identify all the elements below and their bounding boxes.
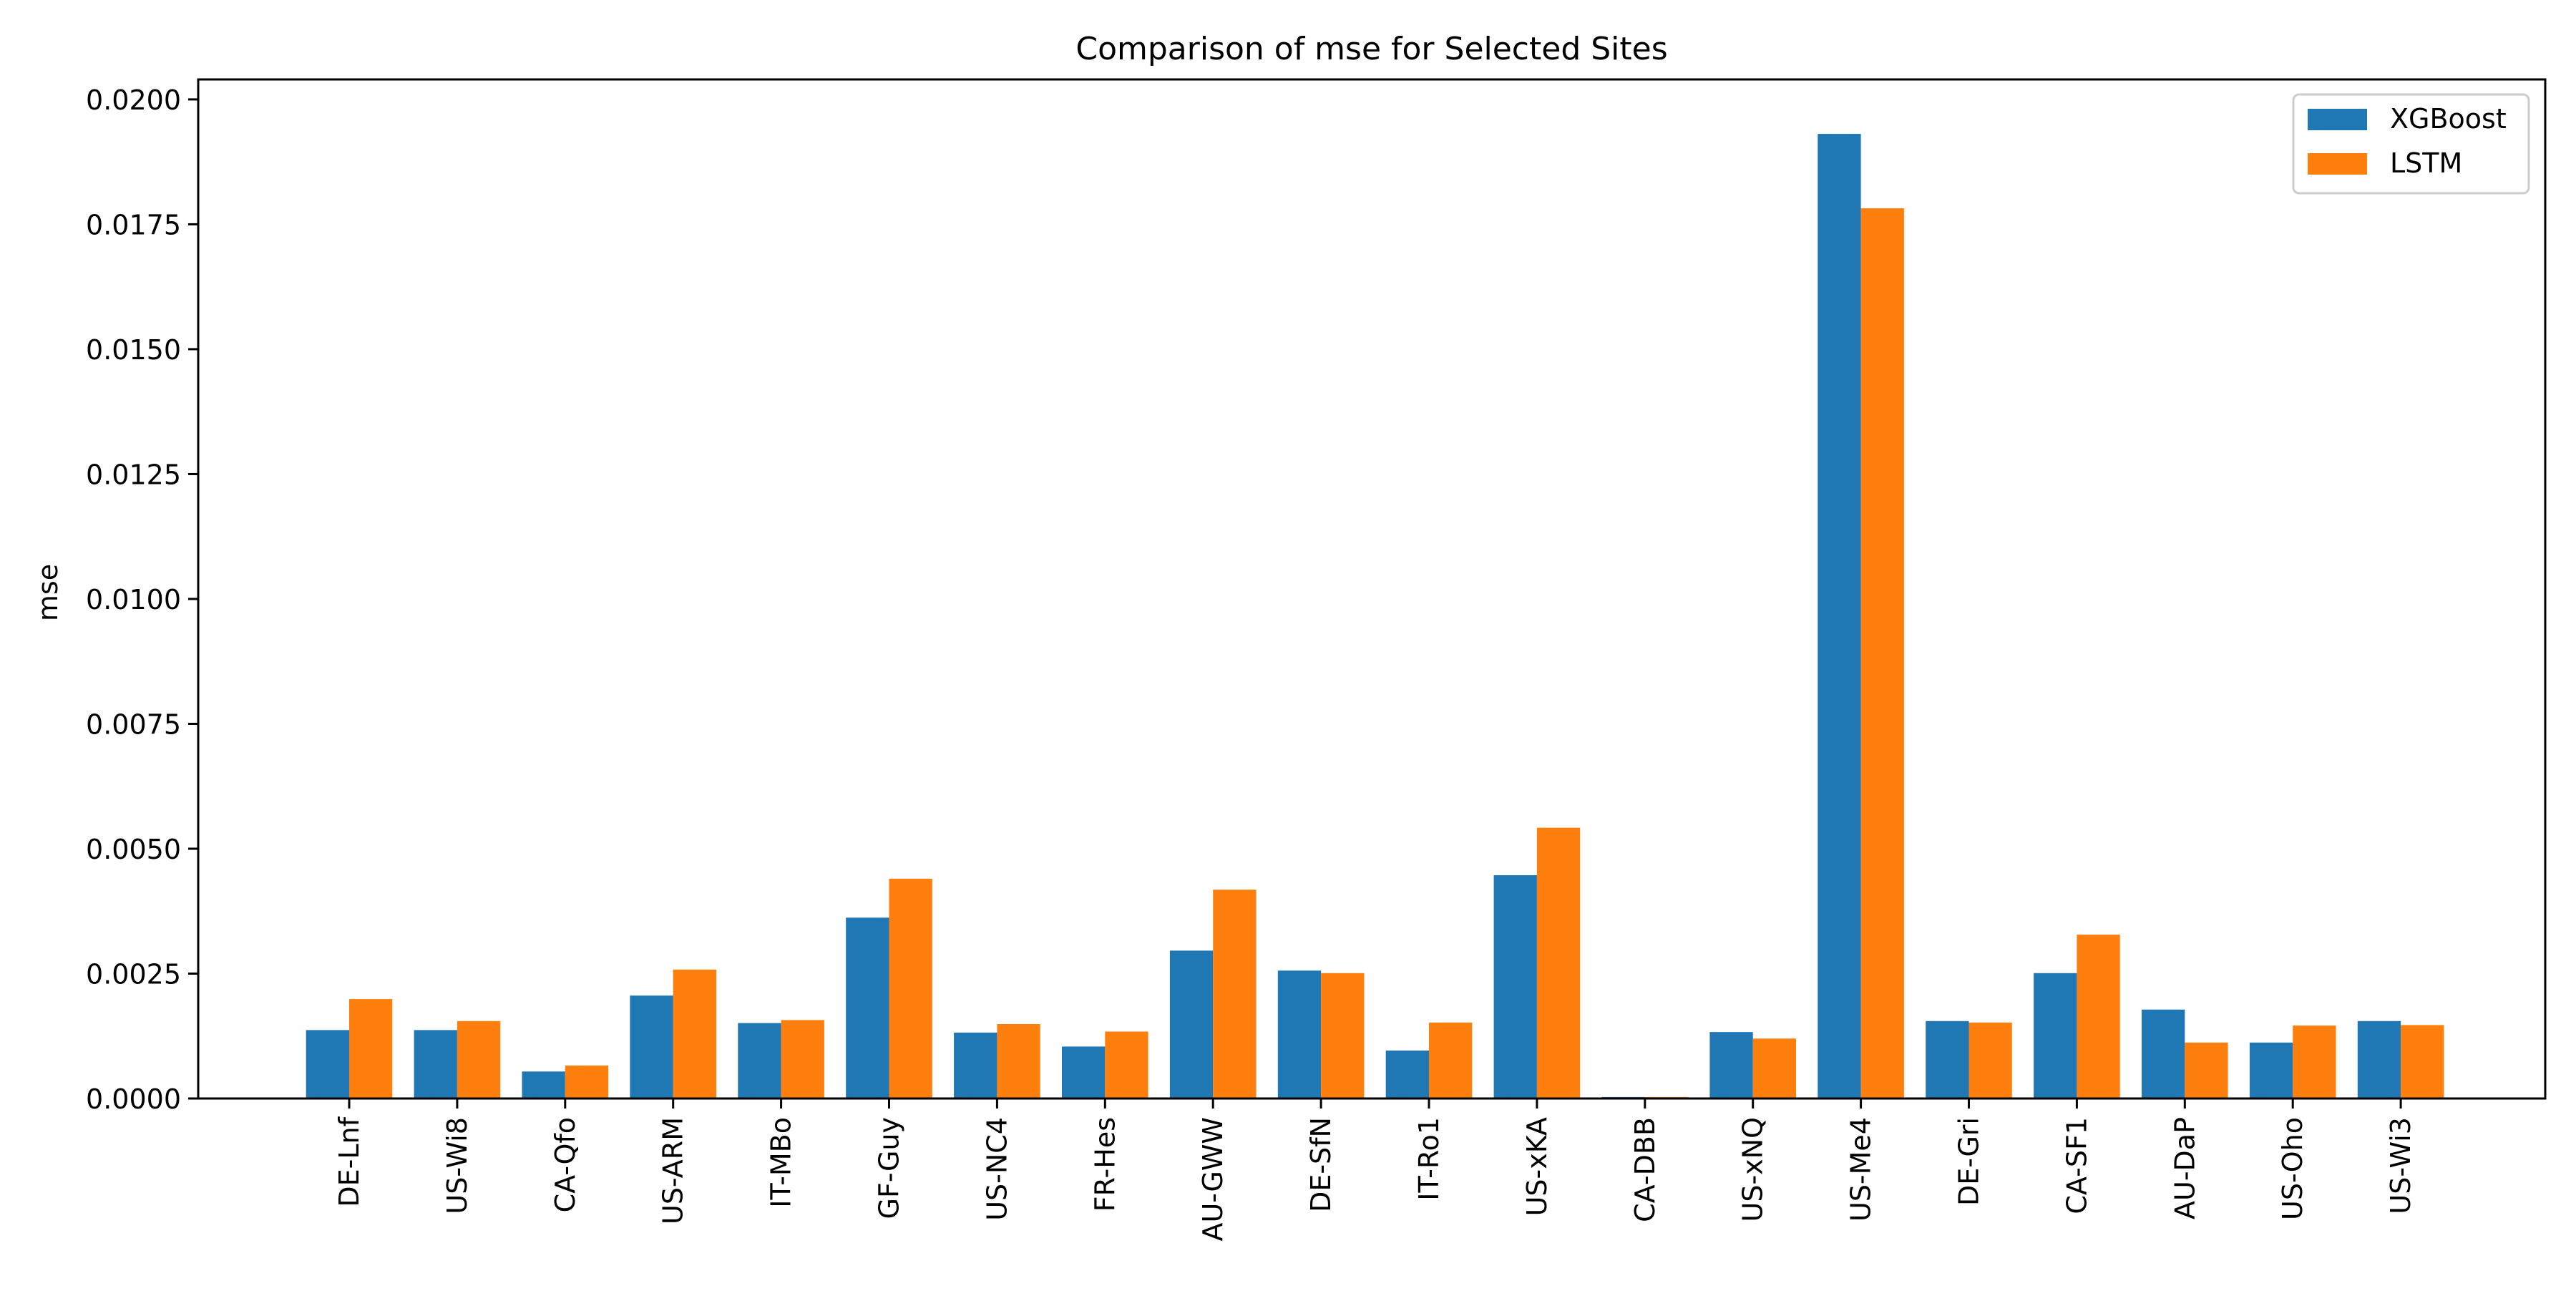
bar-lstm-us-oho <box>2293 1026 2336 1098</box>
bar-xgboost-ca-qfo <box>522 1071 565 1098</box>
y-tick-label: 0.0150 <box>86 334 181 366</box>
x-tick-label: AU-GWW <box>1197 1117 1229 1242</box>
bar-xgboost-it-ro1 <box>1385 1050 1429 1098</box>
axes-frame <box>197 78 2547 1100</box>
x-tick-label: US-Wi3 <box>2385 1117 2416 1214</box>
y-tick-label: 0.0100 <box>86 584 181 615</box>
bar-xgboost-us-xnq <box>1709 1032 1753 1098</box>
bar-lstm-it-mbo <box>781 1020 824 1098</box>
x-tick-label: IT-MBo <box>766 1117 797 1208</box>
bar-lstm-de-lnf <box>349 999 393 1098</box>
y-tick-label: 0.0050 <box>86 834 181 865</box>
x-tick-label: US-xNQ <box>1737 1117 1769 1222</box>
bar-lstm-us-xka <box>1536 827 1581 1098</box>
x-tick-label: CA-Qfo <box>550 1117 581 1212</box>
y-axis-label: mse <box>32 564 64 621</box>
bar-lstm-us-wi8 <box>457 1020 501 1098</box>
bar-lstm-us-nc4 <box>997 1023 1040 1098</box>
bar-lstm-au-gww <box>1213 890 1257 1098</box>
bar-xgboost-fr-hes <box>1062 1046 1106 1098</box>
chart-title: Comparison of mse for Selected Sites <box>1075 31 1667 67</box>
legend-swatch-xgboost <box>2308 109 2367 130</box>
bar-lstm-gf-guy <box>889 878 932 1098</box>
x-tick-label: DE-SfN <box>1305 1117 1337 1212</box>
bar-lstm-de-sfn <box>1321 973 1365 1098</box>
legend-swatch-lstm <box>2308 153 2367 175</box>
y-tick-label: 0.0175 <box>86 209 181 240</box>
y-tick-label: 0.0000 <box>86 1083 181 1115</box>
x-tick-label: US-Oho <box>2277 1117 2308 1220</box>
bar-lstm-de-gri <box>1968 1022 2012 1098</box>
bar-xgboost-au-gww <box>1169 950 1214 1098</box>
bar-lstm-fr-hes <box>1105 1031 1148 1098</box>
x-tick-label: CA-DBB <box>1629 1117 1661 1222</box>
y-tick-label: 0.0025 <box>86 958 181 990</box>
y-tick-label: 0.0075 <box>86 708 181 740</box>
bar-xgboost-de-lnf <box>306 1030 349 1098</box>
x-tick-label: CA-SF1 <box>2061 1117 2092 1214</box>
bar-xgboost-us-oho <box>2249 1042 2293 1098</box>
bar-xgboost-au-dap <box>2142 1009 2185 1098</box>
bar-lstm-au-dap <box>2185 1042 2228 1098</box>
bar-xgboost-us-me4 <box>1818 134 1861 1098</box>
bar-xgboost-us-wi3 <box>2357 1020 2401 1098</box>
x-tick-label: US-NC4 <box>981 1117 1013 1221</box>
bar-xgboost-de-sfn <box>1277 970 1322 1098</box>
x-tick-label: DE-Gri <box>1953 1117 1985 1206</box>
x-tick-label: IT-Ro1 <box>1413 1117 1445 1201</box>
x-tick-label: US-Wi8 <box>441 1117 473 1214</box>
bar-xgboost-de-gri <box>1926 1020 1969 1098</box>
bar-lstm-it-ro1 <box>1429 1022 1473 1098</box>
x-tick-label: DE-Lnf <box>333 1116 365 1207</box>
x-tick-label: US-xKA <box>1521 1117 1553 1216</box>
x-tick-label: GF-Guy <box>874 1117 905 1219</box>
bar-lstm-us-me4 <box>1860 208 1904 1098</box>
bar-xgboost-ca-sf1 <box>2034 973 2077 1098</box>
bar-lstm-ca-sf1 <box>2077 935 2120 1098</box>
bar-series-group <box>306 134 2444 1098</box>
legend-label-xgboost: XGBoost <box>2390 103 2507 135</box>
x-tick-label: US-ARM <box>658 1117 689 1224</box>
bar-xgboost-us-wi8 <box>414 1030 457 1098</box>
y-axis-ticks: 0.0000 0.0025 0.0050 0.0075 0.0100 0.0125 0.01… <box>86 84 198 1115</box>
y-tick-label: 0.0200 <box>86 84 181 116</box>
y-tick-label: 0.0125 <box>86 459 181 490</box>
bar-xgboost-us-arm <box>630 995 673 1098</box>
bar-xgboost-us-xka <box>1493 875 1537 1098</box>
legend-label-lstm: LSTM <box>2390 147 2462 179</box>
x-tick-label: FR-Hes <box>1089 1117 1121 1212</box>
bar-xgboost-gf-guy <box>846 917 889 1098</box>
bar-xgboost-it-mbo <box>738 1023 781 1098</box>
x-tick-label: AU-DaP <box>2169 1117 2200 1219</box>
x-tick-label: US-Me4 <box>1845 1117 1877 1222</box>
bar-lstm-ca-qfo <box>565 1065 609 1098</box>
bar-xgboost-us-nc4 <box>954 1032 997 1098</box>
bar-lstm-us-wi3 <box>2401 1025 2444 1098</box>
legend: XGBoost LSTM <box>2292 93 2530 195</box>
bar-lstm-us-xnq <box>1752 1038 1796 1098</box>
x-axis-ticks: DE-Lnf US-Wi8 CA-Qfo US-ARM IT-MBo GF-Guy US-N… <box>333 1098 2416 1242</box>
bar-lstm-us-arm <box>673 969 716 1098</box>
